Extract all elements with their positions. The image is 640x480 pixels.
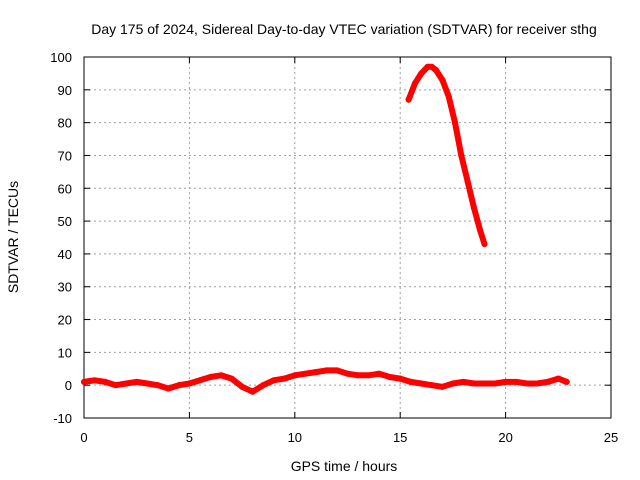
data-point xyxy=(123,380,130,387)
data-point xyxy=(477,227,484,234)
x-tick-label: 0 xyxy=(80,430,87,445)
data-point xyxy=(481,241,488,248)
data-point xyxy=(397,375,404,382)
x-axis-label: GPS time / hours xyxy=(291,458,398,474)
data-point xyxy=(165,385,172,392)
data-series xyxy=(81,63,570,395)
data-point xyxy=(534,380,541,387)
data-point xyxy=(112,382,119,389)
data-point xyxy=(281,375,288,382)
data-point xyxy=(563,378,570,385)
data-point xyxy=(555,375,562,382)
data-point xyxy=(470,204,477,211)
y-tick-label: 60 xyxy=(58,181,72,196)
data-point xyxy=(344,370,351,377)
data-point xyxy=(470,380,477,387)
y-tick-label: 20 xyxy=(58,313,72,328)
grid xyxy=(84,57,611,418)
data-point xyxy=(449,380,456,387)
data-point xyxy=(333,367,340,374)
data-point xyxy=(228,375,235,382)
data-point xyxy=(270,377,277,384)
data-point xyxy=(502,378,509,385)
chart-title: Day 175 of 2024, Sidereal Day-to-day VTE… xyxy=(91,21,597,37)
y-tick-label: 50 xyxy=(58,214,72,229)
data-point xyxy=(418,380,425,387)
y-tick-label: 30 xyxy=(58,280,72,295)
data-point xyxy=(186,380,193,387)
data-point xyxy=(133,378,140,385)
data-point xyxy=(452,119,459,126)
data-point xyxy=(428,63,435,70)
x-tick-label: 15 xyxy=(393,430,407,445)
data-point xyxy=(460,378,467,385)
data-point xyxy=(411,80,418,87)
data-point xyxy=(175,382,182,389)
y-tick-label: 80 xyxy=(58,116,72,131)
data-point xyxy=(207,373,214,380)
y-tick-label: 10 xyxy=(58,345,72,360)
x-tick-label: 5 xyxy=(186,430,193,445)
data-point xyxy=(513,378,520,385)
data-point xyxy=(196,377,203,384)
data-point xyxy=(249,388,256,395)
data-point xyxy=(428,382,435,389)
data-point xyxy=(424,63,431,70)
x-tick-label: 10 xyxy=(288,430,302,445)
y-tick-label: 40 xyxy=(58,247,72,262)
data-point xyxy=(433,67,440,74)
y-tick-label: -10 xyxy=(53,411,72,426)
data-point xyxy=(218,372,225,379)
data-point xyxy=(91,377,98,384)
y-tick-label: 70 xyxy=(58,148,72,163)
x-tick-label: 25 xyxy=(604,430,618,445)
data-point xyxy=(492,380,499,387)
data-point xyxy=(386,373,393,380)
x-tick-label: 20 xyxy=(498,430,512,445)
data-point xyxy=(154,382,161,389)
data-point xyxy=(445,93,452,100)
y-tick-label: 100 xyxy=(50,50,72,65)
data-point xyxy=(365,372,372,379)
data-point xyxy=(523,380,530,387)
data-point xyxy=(102,378,109,385)
data-point xyxy=(302,370,309,377)
data-point xyxy=(323,367,330,374)
data-point xyxy=(418,70,425,77)
data-point xyxy=(312,369,319,376)
data-point xyxy=(239,383,246,390)
y-tick-label: 90 xyxy=(58,83,72,98)
data-point xyxy=(291,372,298,379)
data-point xyxy=(439,76,446,83)
data-point xyxy=(376,370,383,377)
data-point xyxy=(458,152,465,159)
data-point xyxy=(407,378,414,385)
axis-ticks: 0 5 10 15 20 25 -10 0 10 20 30 40 50 60 70 80 90 100 xyxy=(50,50,618,445)
data-point xyxy=(481,380,488,387)
data-point xyxy=(464,178,471,185)
y-tick-label: 0 xyxy=(65,378,72,393)
data-point xyxy=(405,96,412,103)
data-point xyxy=(544,378,551,385)
data-point xyxy=(439,383,446,390)
plot-frame xyxy=(83,56,612,419)
data-point xyxy=(81,378,87,385)
data-point xyxy=(260,382,267,389)
data-point xyxy=(355,372,362,379)
y-axis-label: SDTVAR / TECUs xyxy=(5,181,21,293)
data-point xyxy=(144,380,151,387)
